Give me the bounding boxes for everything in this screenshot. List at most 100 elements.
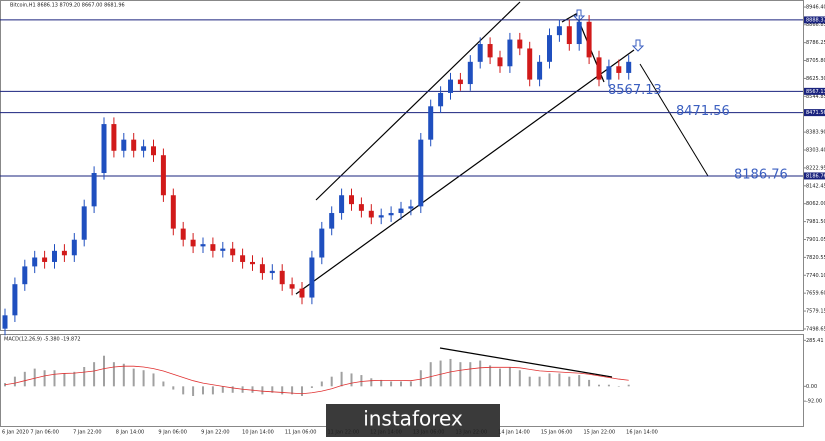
- candle-body: [358, 204, 364, 211]
- x-tick-label: 9 Jan 22:00: [201, 430, 229, 436]
- candle-body: [596, 57, 602, 80]
- macd-bar: [578, 375, 581, 387]
- macd-bar: [390, 381, 393, 387]
- macd-bar: [132, 368, 135, 387]
- macd-bar: [518, 370, 521, 387]
- macd-bar: [211, 386, 214, 395]
- candle-body: [52, 250, 57, 262]
- macd-bar: [439, 360, 442, 387]
- candle-body: [180, 228, 186, 240]
- macd-bar: [627, 384, 630, 387]
- macd-bar: [182, 386, 185, 395]
- channel-upper: [315, 1, 521, 201]
- candle-body: [457, 79, 463, 85]
- level-tag-label: 8471.56: [806, 110, 825, 116]
- candle-body: [121, 139, 127, 151]
- macd-bar: [409, 381, 412, 387]
- macd-bar: [588, 379, 591, 387]
- macd-bar: [489, 365, 492, 387]
- candle-body: [527, 48, 533, 80]
- y-tick-label: 8062.00: [806, 201, 825, 207]
- level-annotation: 8186.76: [734, 167, 788, 182]
- macd-bar: [172, 386, 175, 390]
- candle-body: [438, 92, 444, 107]
- x-tick-label: 9 Jan 06:00: [158, 430, 186, 436]
- y-tick-label: 7820.55: [806, 255, 825, 261]
- candle-body: [319, 228, 325, 258]
- level-tag-label: 8186.76: [806, 173, 825, 179]
- macd-bar: [301, 386, 303, 396]
- candle-body: [576, 21, 582, 45]
- candle-body: [22, 266, 28, 285]
- candle-body: [160, 155, 166, 196]
- y-tick-label: 8786.25: [806, 40, 825, 46]
- macd-bar: [469, 362, 472, 387]
- candle-body: [42, 257, 48, 262]
- candle-body: [309, 257, 315, 298]
- y-tick-label: 8866.85: [806, 22, 825, 28]
- macd-bar: [291, 386, 294, 395]
- candle-body: [32, 257, 38, 267]
- candle-body: [151, 146, 156, 156]
- macd-bar: [162, 381, 165, 387]
- x-tick-label: 6 Jan 2020: [2, 430, 29, 436]
- projection-line: [639, 63, 709, 177]
- candle-body: [2, 315, 8, 329]
- candle-body: [170, 195, 176, 229]
- x-tick-label: 8 Jan 14:00: [116, 430, 144, 436]
- y-tick-label: 7740.10: [806, 273, 825, 279]
- macd-bar: [73, 371, 76, 387]
- macd-tick-label: 285.41: [806, 338, 824, 344]
- candle-body: [111, 124, 117, 151]
- level-tag: [804, 87, 825, 95]
- macd-bar: [370, 378, 373, 387]
- candle-body: [497, 57, 503, 67]
- signal-line: [4, 365, 629, 395]
- candle-body: [477, 44, 483, 62]
- macd-bar: [202, 386, 204, 395]
- candle-body: [259, 264, 265, 274]
- y-tick-label: 7498.65: [806, 326, 825, 332]
- candle-body: [507, 39, 513, 67]
- macd-tick-label: -92.00: [806, 399, 822, 405]
- candle-body: [250, 261, 255, 265]
- macd-bar: [340, 371, 343, 387]
- price-frame: [0, 0, 804, 331]
- y-tick-label: 7579.15: [806, 309, 825, 315]
- candle-body: [418, 139, 424, 207]
- divergence-line: [439, 347, 613, 378]
- level-tag: [804, 172, 825, 180]
- macd-bar: [93, 362, 96, 387]
- candle-body: [339, 195, 345, 214]
- watermark: instaforex: [363, 407, 463, 431]
- x-tick-label: 10 Jan 14:00: [242, 430, 274, 436]
- candle-body: [61, 250, 67, 256]
- macd-bar: [43, 370, 46, 387]
- y-tick-label: 8142.45: [806, 183, 825, 189]
- candle-body: [71, 239, 77, 256]
- macd-bar: [23, 371, 26, 387]
- macd-bar: [380, 379, 383, 387]
- macd-bar: [103, 355, 105, 387]
- macd-bar: [221, 386, 224, 393]
- candle-body: [606, 66, 612, 80]
- macd-bar: [508, 367, 511, 387]
- candle-body: [190, 239, 196, 247]
- candle-body: [398, 208, 404, 214]
- level-tag: [804, 16, 825, 24]
- macd-bar: [122, 363, 125, 387]
- candle-body: [81, 206, 87, 240]
- candle-body: [279, 270, 285, 285]
- macd-bar: [142, 370, 145, 387]
- x-tick-label: 15 Jan 06:00: [541, 430, 573, 436]
- candle-body: [368, 210, 374, 218]
- x-tick-label: 11 Jan 06:00: [285, 430, 317, 436]
- x-tick-label: 12 Jan 14:00: [370, 430, 402, 436]
- macd-bar: [261, 386, 264, 395]
- candle-body: [517, 39, 523, 49]
- candle-body: [556, 26, 562, 36]
- candle-body: [299, 288, 305, 298]
- level-tag-label: 8567.13: [806, 89, 825, 95]
